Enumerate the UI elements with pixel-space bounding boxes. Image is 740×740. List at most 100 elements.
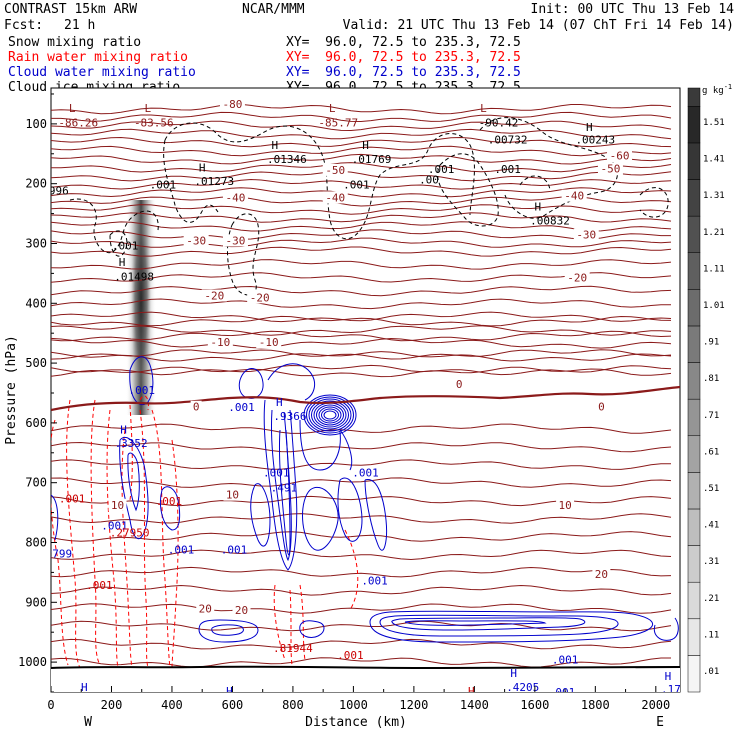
isotherm-line xyxy=(51,366,672,378)
cw-contour-19 xyxy=(299,620,325,639)
isotherm-line xyxy=(51,178,672,190)
colorbar-label: 1.51 xyxy=(703,118,725,128)
isotherm-label-bg xyxy=(573,228,599,241)
isotherm-line xyxy=(51,603,672,614)
colorbar: .01 .11 .21 .31 .41 .51 .61 .71 .81 .91 1.01 1.11 1.… xyxy=(687,87,725,693)
isotherm-label: -80 xyxy=(223,98,243,111)
valid-time: Valid: 21 UTC Thu 13 Feb 14 (07 ChT Fri … xyxy=(342,18,734,33)
contour-annotation: -86.26 xyxy=(58,116,98,129)
snow-shading-core xyxy=(131,205,151,395)
x-tick-label: 1800 xyxy=(581,698,610,712)
cw-nested-contour xyxy=(321,408,339,422)
cw-nested-contour xyxy=(306,396,354,434)
isotherm-line xyxy=(51,170,672,182)
cw-nested-contour xyxy=(318,406,342,424)
isotherm-label: -20 xyxy=(250,291,270,304)
contour-annotation: .001 xyxy=(168,543,195,556)
colorbar-swatch xyxy=(687,655,701,693)
isotherm-line xyxy=(51,128,672,140)
ice-contour-2 xyxy=(163,139,219,223)
isotherm-label: -30 xyxy=(226,234,246,247)
isotherm-label-bg xyxy=(232,604,251,617)
isotherm-label: -40 xyxy=(325,191,345,204)
rain-contour-8 xyxy=(151,409,171,669)
isotherm-label-bg xyxy=(595,400,607,413)
rain-contour-13 xyxy=(344,529,359,611)
cw-contour-1 xyxy=(129,356,154,406)
colorbar-swatch xyxy=(687,215,701,253)
colorbar-swatch xyxy=(687,398,701,437)
isotherm-label-bg xyxy=(556,498,575,511)
field-name-snow: Snow mixing ratio xyxy=(8,35,142,50)
cw-nested-contour xyxy=(303,394,357,436)
contour-annotation: .01498 xyxy=(114,271,154,284)
contour-annotation: -90.42 xyxy=(479,116,519,129)
contour-annotation: .001 xyxy=(263,467,290,480)
terrain-line xyxy=(51,665,680,670)
contour-annotation: .001 xyxy=(128,384,155,397)
cw-contour-24 xyxy=(653,617,679,641)
isotherm-label: -30 xyxy=(576,229,596,242)
rain-contour-11 xyxy=(289,589,293,666)
cw-contour-18 xyxy=(211,624,244,636)
isotherm-line xyxy=(51,162,672,173)
cw-contour-21 xyxy=(379,614,619,637)
isotherm-label: -50 xyxy=(601,163,621,176)
contour-annotation: .001 xyxy=(228,401,255,414)
cw-contour-9 xyxy=(299,419,341,471)
y-tick-label: 1000 xyxy=(18,655,47,669)
isotherm-line xyxy=(51,325,672,336)
contour-annotation: H xyxy=(119,256,126,269)
ice-contour-8 xyxy=(519,175,551,191)
colorbar-label: 1.41 xyxy=(703,155,725,165)
colorbar-label: .61 xyxy=(703,447,719,457)
isotherm-label: -30 xyxy=(186,234,206,247)
colorbar-swatch xyxy=(687,435,701,473)
contour-annotation: H xyxy=(362,139,369,152)
temperature-isotherms xyxy=(51,103,672,686)
contour-annotation: H xyxy=(81,681,88,694)
colorbar-label: .41 xyxy=(703,521,719,531)
colorbar-unit-text: g kg xyxy=(702,86,724,96)
isotherm-label: -40 xyxy=(226,191,246,204)
y-tick-label: 800 xyxy=(25,535,47,549)
isotherm-line xyxy=(51,566,672,578)
isotherm-line xyxy=(51,441,672,453)
cw-contour-17 xyxy=(198,619,259,643)
contour-annotation: .00832 xyxy=(530,214,570,227)
contour-annotation: .001 xyxy=(101,519,128,532)
freezing-level-line xyxy=(51,385,680,412)
contour-annotation: .001 xyxy=(59,492,86,505)
isotherm-label: -20 xyxy=(567,272,587,285)
isotherm-line xyxy=(51,259,672,270)
isotherm-label: -40 xyxy=(564,190,584,203)
contour-annotation: .17 xyxy=(661,683,681,696)
isotherm-label: 10 xyxy=(111,499,124,512)
contour-annotation: L xyxy=(480,102,487,115)
isotherm-label-bg xyxy=(201,289,227,302)
colorbar-label: 1.31 xyxy=(703,191,725,201)
isotherm-line xyxy=(51,298,671,310)
ice-contour-7 xyxy=(639,187,669,218)
contour-annotation: .001 xyxy=(150,178,177,191)
contour-annotation: H xyxy=(468,685,475,698)
isotherm-line xyxy=(51,549,672,561)
contour-annotation: .001 xyxy=(112,239,139,252)
field-name-rain: Rain water mixing ratio xyxy=(8,50,189,65)
cw-contour-14 xyxy=(364,479,387,551)
isotherm-label: -20 xyxy=(204,290,224,303)
contour-annotation: .9366 xyxy=(273,410,306,423)
isotherm-label-bg xyxy=(222,191,248,204)
isotherm-line xyxy=(51,311,672,323)
contour-annotation: .001 xyxy=(337,649,364,662)
isotherm-line xyxy=(51,246,672,257)
isotherm-line xyxy=(51,657,671,668)
contour-annotation: H xyxy=(586,121,593,134)
x-tick-label: 1600 xyxy=(520,698,549,712)
x-tick-label: 800 xyxy=(282,698,304,712)
isotherm-line xyxy=(51,351,672,362)
cw-contour-15 xyxy=(159,486,181,531)
isotherm-label-bg xyxy=(453,378,465,391)
x-tick-label: 2000 xyxy=(641,698,670,712)
